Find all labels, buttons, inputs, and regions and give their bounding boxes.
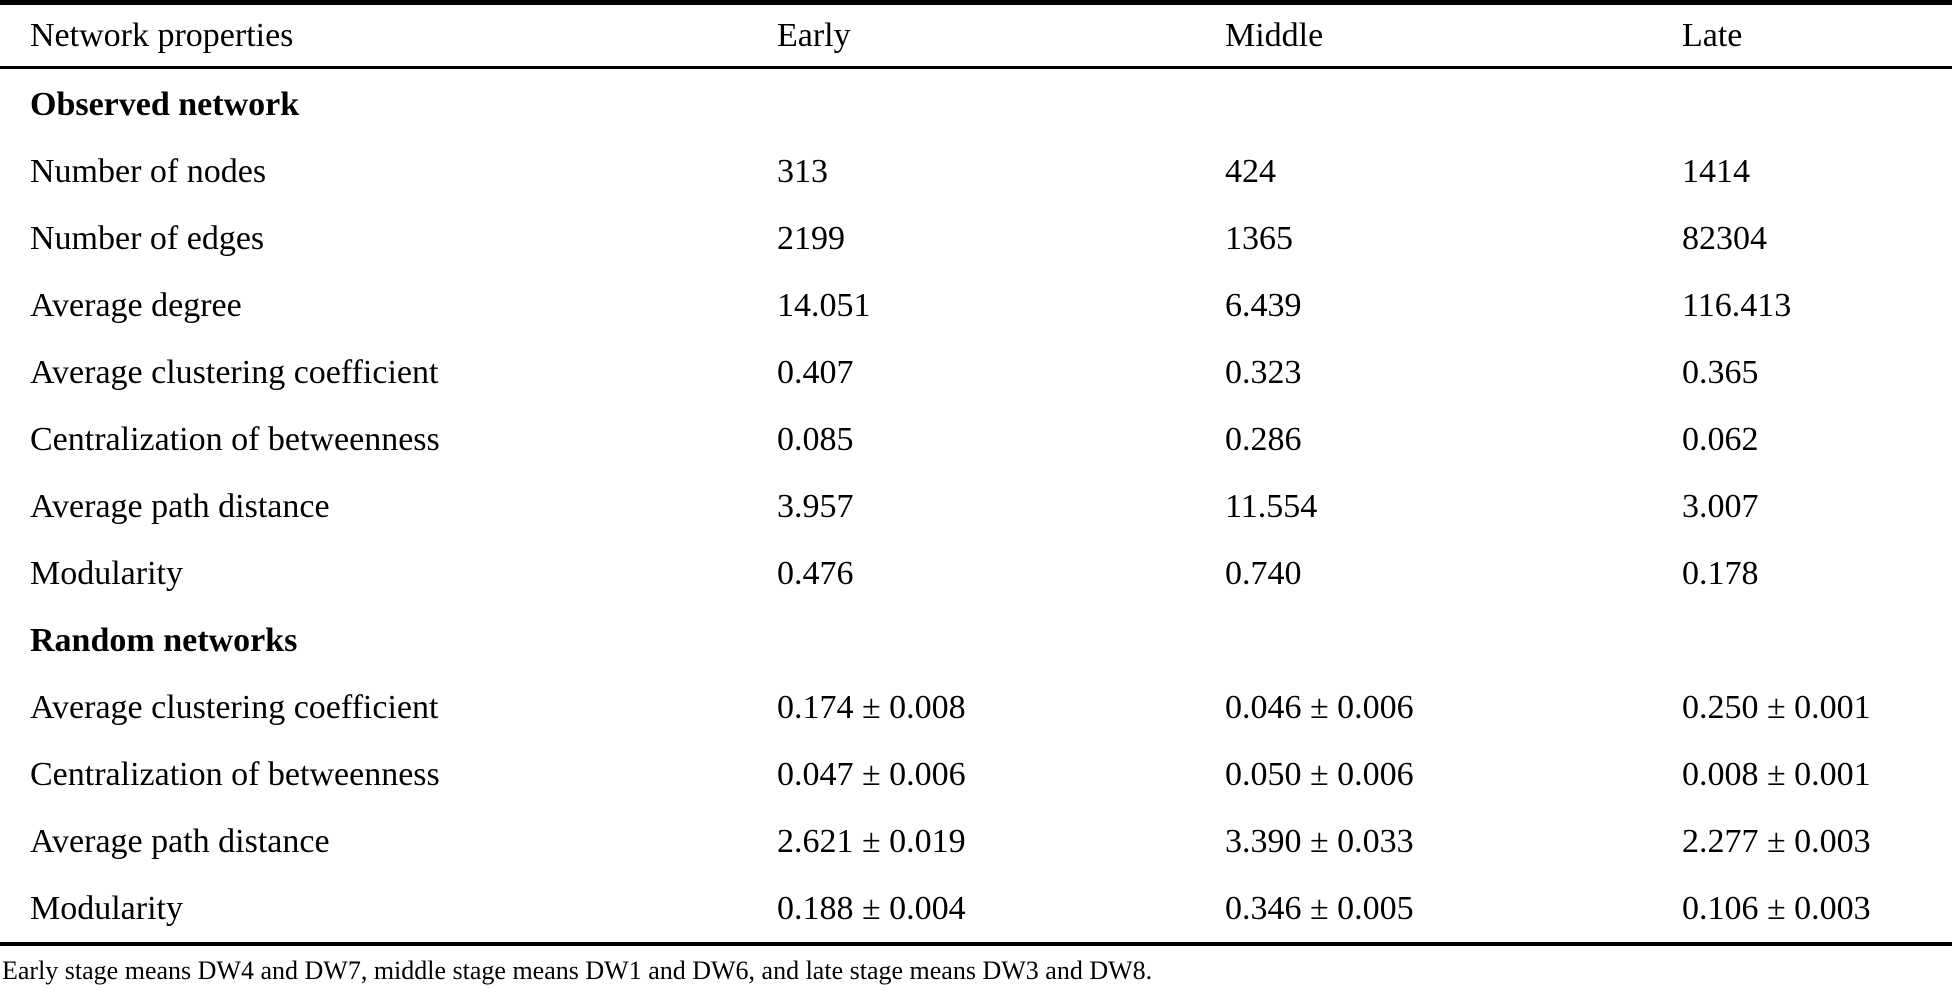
row-label: Number of edges xyxy=(30,219,265,257)
cell-middle: 0.346 ± 0.005 xyxy=(1225,889,1414,927)
table-row: Average path distance 2.621 ± 0.019 3.39… xyxy=(0,808,1952,875)
cell-late: 3.007 xyxy=(1682,487,1759,525)
row-label: Modularity xyxy=(30,889,183,927)
cell-middle: 424 xyxy=(1225,152,1276,190)
cell-late: 0.062 xyxy=(1682,420,1759,458)
cell-late: 0.250 ± 0.001 xyxy=(1682,688,1871,726)
table-bottom-rule xyxy=(0,942,1952,946)
cell-late: 0.106 ± 0.003 xyxy=(1682,889,1871,927)
cell-early: 313 xyxy=(777,152,828,190)
cell-middle: 0.046 ± 0.006 xyxy=(1225,688,1414,726)
table-body: Observed network Number of nodes 313 424… xyxy=(0,69,1952,942)
column-header-middle: Middle xyxy=(1225,16,1324,54)
cell-middle: 0.286 xyxy=(1225,420,1302,458)
row-label: Number of nodes xyxy=(30,152,267,190)
cell-middle: 1365 xyxy=(1225,219,1293,257)
table-row: Number of edges 2199 1365 82304 xyxy=(0,205,1952,272)
cell-early: 0.174 ± 0.008 xyxy=(777,688,966,726)
cell-early: 0.407 xyxy=(777,353,854,391)
row-label: Modularity xyxy=(30,554,183,592)
row-label: Centralization of betweenness xyxy=(30,755,440,793)
cell-late: 0.365 xyxy=(1682,353,1759,391)
cell-middle: 0.050 ± 0.006 xyxy=(1225,755,1414,793)
cell-early: 3.957 xyxy=(777,487,854,525)
cell-middle: 0.740 xyxy=(1225,554,1302,592)
table-row: Average degree 14.051 6.439 116.413 xyxy=(0,272,1952,339)
table-row: Modularity 0.476 0.740 0.178 xyxy=(0,540,1952,607)
table-row: Average path distance 3.957 11.554 3.007 xyxy=(0,473,1952,540)
cell-early: 2199 xyxy=(777,219,845,257)
row-label: Average path distance xyxy=(30,487,330,525)
table-row: Centralization of betweenness 0.085 0.28… xyxy=(0,406,1952,473)
cell-early: 2.621 ± 0.019 xyxy=(777,822,966,860)
row-label: Average path distance xyxy=(30,822,330,860)
table-row: Number of nodes 313 424 1414 xyxy=(0,138,1952,205)
row-label: Average degree xyxy=(30,286,242,324)
cell-early: 0.047 ± 0.006 xyxy=(777,755,966,793)
cell-late: 82304 xyxy=(1682,219,1767,257)
row-label: Average clustering coefficient xyxy=(30,688,439,726)
cell-late: 2.277 ± 0.003 xyxy=(1682,822,1871,860)
cell-middle: 6.439 xyxy=(1225,286,1302,324)
table-header-row: Network properties Early Middle Late xyxy=(0,5,1952,66)
cell-early: 0.188 ± 0.004 xyxy=(777,889,966,927)
row-label: Centralization of betweenness xyxy=(30,420,440,458)
column-header-early: Early xyxy=(777,16,851,54)
cell-late: 0.008 ± 0.001 xyxy=(1682,755,1871,793)
table-row: Average clustering coefficient 0.174 ± 0… xyxy=(0,674,1952,741)
table-top-rule xyxy=(0,0,1952,5)
cell-middle: 11.554 xyxy=(1225,487,1318,525)
cell-late: 0.178 xyxy=(1682,554,1759,592)
cell-late: 1414 xyxy=(1682,152,1750,190)
table-row: Centralization of betweenness 0.047 ± 0.… xyxy=(0,741,1952,808)
table-header-rule xyxy=(0,66,1952,69)
column-header-property: Network properties xyxy=(30,16,294,54)
table-row: Average clustering coefficient 0.407 0.3… xyxy=(0,339,1952,406)
cell-middle: 3.390 ± 0.033 xyxy=(1225,822,1414,860)
cell-late: 116.413 xyxy=(1682,286,1792,324)
section-title: Observed network xyxy=(30,85,300,123)
cell-middle: 0.323 xyxy=(1225,353,1302,391)
column-header-late: Late xyxy=(1682,16,1743,54)
cell-early: 14.051 xyxy=(777,286,871,324)
cell-early: 0.085 xyxy=(777,420,854,458)
section-title: Random networks xyxy=(30,621,298,659)
table-footnote: Early stage means DW4 and DW7, middle st… xyxy=(2,956,1153,985)
row-label: Average clustering coefficient xyxy=(30,353,439,391)
section-header-observed-network: Observed network xyxy=(0,71,1952,138)
section-header-random-networks: Random networks xyxy=(0,607,1952,674)
table-row: Modularity 0.188 ± 0.004 0.346 ± 0.005 0… xyxy=(0,875,1952,942)
cell-early: 0.476 xyxy=(777,554,854,592)
